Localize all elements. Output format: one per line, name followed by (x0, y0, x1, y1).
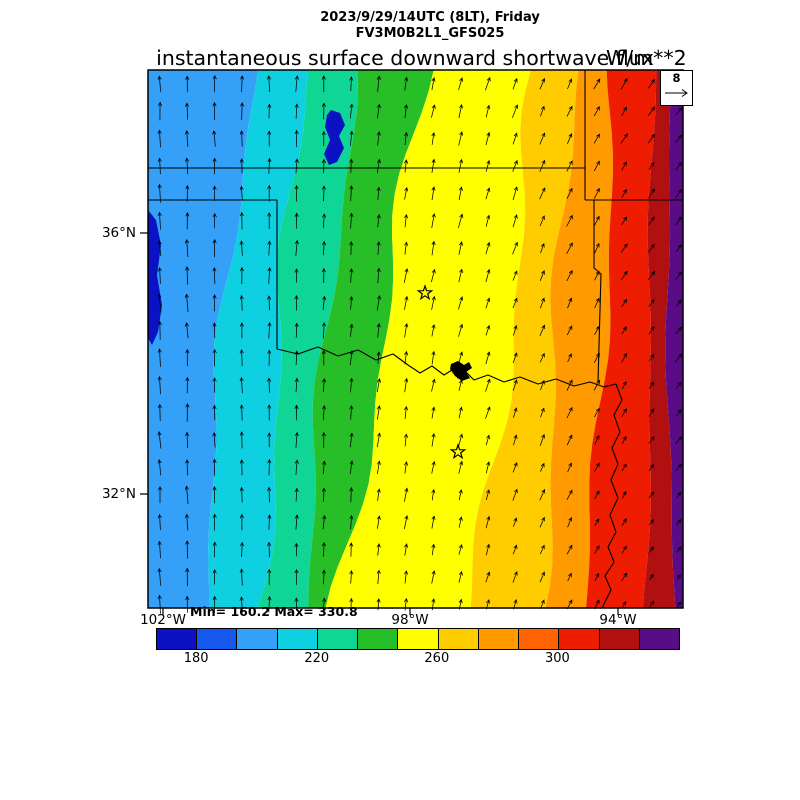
map-frame (147, 69, 684, 609)
colorbar-segment (157, 629, 198, 649)
border-line (593, 200, 602, 383)
shading-band (642, 70, 676, 608)
colorbar-segment (197, 629, 238, 649)
colorbar-segment (438, 629, 479, 649)
shading-band (308, 70, 434, 608)
colorbar-tick-300: 300 (544, 651, 570, 666)
model-title: FV3M0B2L1_GFS025 (355, 26, 505, 41)
colorbar-segment (358, 629, 399, 649)
lat-label-36n: 36°N (101, 225, 136, 241)
shading-band (208, 70, 308, 608)
shading-band (665, 70, 683, 608)
low-value-patches (148, 110, 345, 345)
colorbar-segment (277, 629, 318, 649)
colorbar-tick-180: 180 (183, 651, 209, 666)
colorbar-tick-260: 260 (424, 651, 450, 666)
datetime-title: 2023/9/29/14UTC (8LT), Friday (320, 10, 540, 25)
shading-band (545, 70, 613, 608)
contour-bands (148, 70, 683, 608)
shading-band (257, 70, 358, 608)
colorbar-tick-220: 220 (304, 651, 330, 666)
shading-band (148, 70, 259, 608)
wind-reference-arrow-icon (665, 89, 688, 97)
colorbar-segment (519, 629, 560, 649)
colorbar-segment (478, 629, 520, 649)
lon-label-94w: 94°W (599, 612, 637, 628)
colorbar-segment (559, 629, 600, 649)
wind-reference-box: 8 (660, 70, 693, 106)
colorbar-segment (398, 629, 439, 649)
colorbar (156, 628, 680, 650)
colorbar-segment (599, 629, 640, 649)
wind-reference-value: 8 (672, 71, 681, 85)
lon-label-98w: 98°W (391, 612, 429, 628)
units-label: W/m**2 (606, 46, 687, 70)
low-flux-patch (324, 110, 345, 165)
lat-label-32n: 32°N (101, 486, 136, 502)
plot-title: instantaneous surface downward shortwave… (156, 46, 654, 70)
shading-band (470, 70, 579, 608)
lon-label-102w: 102°W (140, 612, 186, 628)
city-star-marker (416, 284, 434, 301)
minmax-annotation: Min= 160.2 Max= 330.8 (190, 604, 358, 619)
low-flux-patch (148, 210, 162, 345)
border-line (601, 383, 623, 609)
lake-shape (450, 361, 472, 381)
shading-band (325, 70, 532, 608)
colorbar-segment (639, 629, 680, 649)
wind-vectors (157, 74, 683, 614)
city-star-marker (449, 443, 467, 460)
axis-ticks (140, 232, 619, 615)
shading-band (586, 70, 657, 608)
map-canvas (140, 69, 684, 615)
colorbar-segment (317, 629, 359, 649)
colorbar-segment (237, 629, 278, 649)
